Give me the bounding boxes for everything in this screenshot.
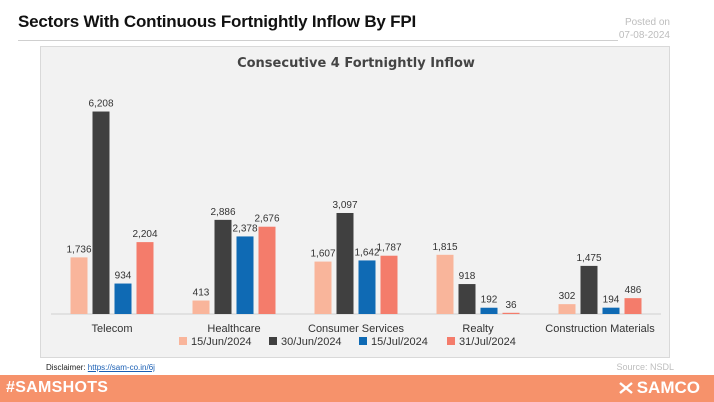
chart-panel: Consecutive 4 Fortnightly Inflow 1,736 6,… — [40, 46, 670, 358]
posted-label: Posted on — [624, 17, 670, 28]
bar — [92, 111, 110, 315]
data-label: 192 — [481, 295, 498, 306]
data-label: 2,378 — [232, 223, 257, 234]
page-title: Sectors With Continuous Fortnightly Infl… — [18, 12, 417, 31]
legend-label: 15/Jul/2024 — [371, 336, 428, 348]
hashtag-text: #SAMSHOTS — [6, 379, 109, 396]
bar — [558, 304, 576, 314]
bar — [192, 300, 210, 314]
bar — [480, 307, 498, 314]
bar — [314, 261, 332, 314]
data-label: 302 — [559, 291, 576, 302]
bar — [336, 212, 354, 314]
data-label: 2,204 — [132, 229, 157, 240]
data-label: 1,607 — [310, 249, 335, 260]
legend-swatch — [179, 337, 187, 345]
posted-info: Posted on 07-08-2024 — [619, 16, 670, 42]
disclaimer-label: Disclaimer: — [46, 363, 86, 372]
title-divider — [18, 40, 618, 41]
disclaimer-link[interactable]: https://sam-co.in/6j — [87, 363, 155, 372]
bar — [580, 265, 598, 314]
data-label: 1,815 — [432, 242, 457, 253]
bar — [136, 242, 154, 314]
footer-band: #SAMSHOTS SAMCO — [0, 375, 714, 402]
bar — [236, 236, 254, 314]
samco-logo-icon — [618, 382, 633, 394]
bar — [380, 255, 398, 314]
bar — [602, 307, 620, 314]
data-label: 2,886 — [210, 207, 235, 218]
legend-label: 30/Jun/2024 — [281, 336, 342, 348]
category-label: Realty — [462, 323, 494, 335]
bar-chart: Consecutive 4 Fortnightly Inflow 1,736 6,… — [51, 56, 661, 348]
bar — [458, 284, 476, 314]
data-label: 2,676 — [254, 214, 279, 225]
data-label: 918 — [459, 271, 476, 282]
data-label: 486 — [625, 285, 642, 296]
legend-swatch — [269, 337, 277, 345]
legend-label: 31/Jul/2024 — [459, 336, 516, 348]
chart-title: Consecutive 4 Fortnightly Inflow — [237, 56, 475, 71]
data-label: 1,475 — [576, 253, 601, 264]
disclaimer: Disclaimer: https://sam-co.in/6j — [46, 363, 155, 372]
posted-date: 07-08-2024 — [618, 30, 670, 41]
bar — [258, 226, 276, 314]
data-label: 6,208 — [88, 99, 113, 110]
data-label: 413 — [193, 288, 210, 299]
brand-name: SAMCO — [636, 378, 700, 397]
data-label: 36 — [505, 300, 517, 311]
bar — [114, 283, 132, 314]
data-label: 1,787 — [376, 243, 401, 254]
bar — [70, 257, 88, 314]
legend-label: 15/Jun/2024 — [191, 336, 252, 348]
legend-swatch — [447, 337, 455, 345]
data-label: 194 — [603, 295, 620, 306]
bar — [214, 219, 232, 314]
legend-swatch — [359, 337, 367, 345]
bar — [358, 260, 376, 314]
category-label: Construction Materials — [545, 323, 655, 335]
bar — [436, 254, 454, 314]
source-note: Source: NSDL — [616, 362, 674, 372]
data-label: 934 — [115, 271, 132, 282]
brand-logo: SAMCO — [618, 378, 700, 398]
bar — [624, 298, 642, 314]
data-label: 1,736 — [66, 244, 91, 255]
bar — [502, 312, 520, 314]
data-label: 3,097 — [332, 200, 357, 211]
data-label: 1,642 — [354, 247, 379, 258]
category-label: Telecom — [92, 323, 133, 335]
category-label: Consumer Services — [308, 323, 404, 335]
category-label: Healthcare — [207, 323, 260, 335]
